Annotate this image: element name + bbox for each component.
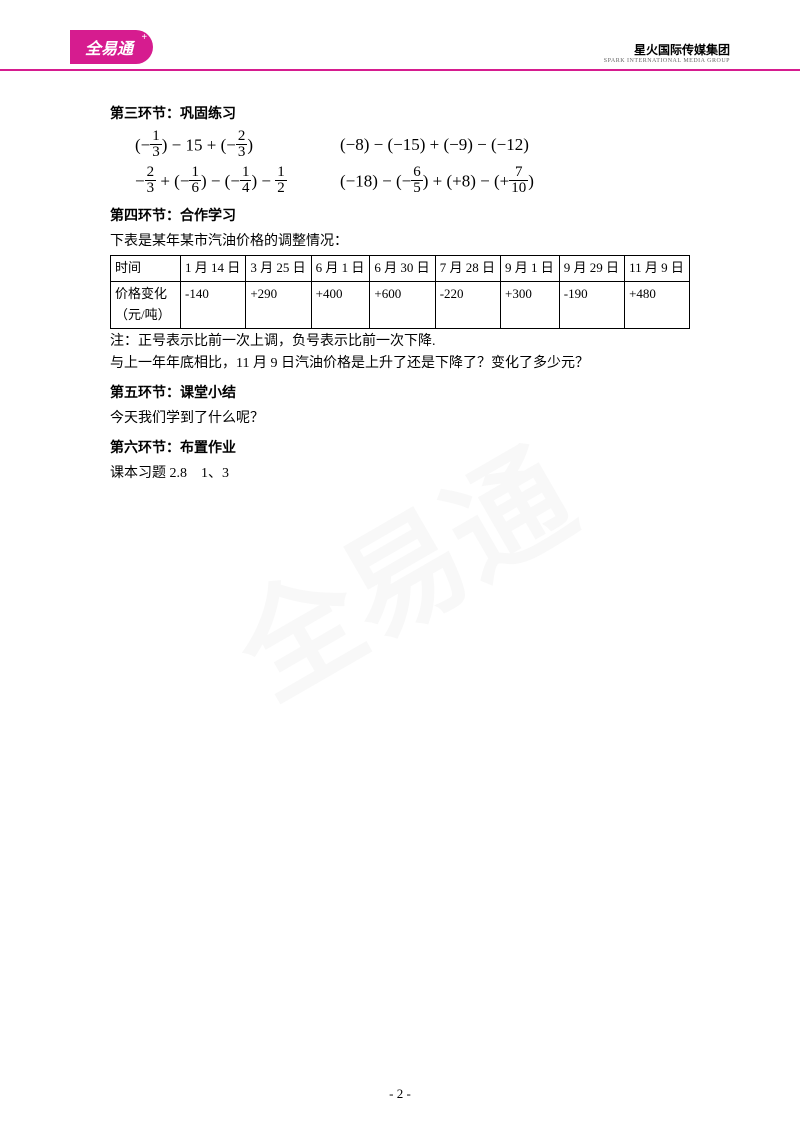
price-table: 时间 1 月 14 日 3 月 25 日 6 月 1 日 6 月 30 日 7 … [110,255,690,328]
page-content: 第三环节：巩固练习 (−13) − 15 + (−23) (−8) − (−15… [0,71,800,485]
value-cell: +480 [625,281,690,328]
date-cell: 6 月 30 日 [370,256,435,282]
table-row-dates: 时间 1 月 14 日 3 月 25 日 6 月 1 日 6 月 30 日 7 … [111,256,690,282]
value-cell: +300 [501,281,560,328]
date-cell: 9 月 1 日 [501,256,560,282]
formula-2: (−8) − (−15) + (−9) − (−12) [340,131,529,162]
company-subtitle: SPARK INTERNATIONAL MEDIA GROUP [604,58,730,64]
date-cell: 3 月 25 日 [246,256,311,282]
row-label-time: 时间 [111,256,181,282]
formula-3: −23 + (−16) − (−14) − 12 [110,167,340,198]
page-number: - 2 - [0,1086,800,1102]
formula-4: (−18) − (−65) + (+8) − (+710) [340,167,534,198]
table-row-values: 价格变化（元/吨） -140 +290 +400 +600 -220 +300 … [111,281,690,328]
company-name: 星火国际传媒集团 [604,41,730,58]
date-cell: 7 月 28 日 [435,256,500,282]
date-cell: 9 月 29 日 [559,256,624,282]
page-header: 全易通 星火国际传媒集团 SPARK INTERNATIONAL MEDIA G… [0,0,800,71]
formula-row-1: (−13) − 15 + (−23) (−8) − (−15) + (−9) −… [110,131,690,162]
value-cell: -140 [181,281,246,328]
value-cell: +600 [370,281,435,328]
section6-title: 第六环节：布置作业 [110,438,690,460]
row-label-price: 价格变化（元/吨） [111,281,181,328]
date-cell: 1 月 14 日 [181,256,246,282]
section4-note: 注：正号表示比前一次上调，负号表示比前一次下降. [110,331,690,353]
section4-title: 第四环节：合作学习 [110,206,690,228]
formula-row-2: −23 + (−16) − (−14) − 12 (−18) − (−65) +… [110,167,690,198]
value-cell: -220 [435,281,500,328]
value-cell: -190 [559,281,624,328]
section5-text: 今天我们学到了什么呢？ [110,408,690,430]
section3-title: 第三环节：巩固练习 [110,104,690,126]
value-cell: +290 [246,281,311,328]
date-cell: 11 月 9 日 [625,256,690,282]
value-cell: +400 [311,281,370,328]
date-cell: 6 月 1 日 [311,256,370,282]
section6-text: 课本习题 2.8 1、3 [110,463,690,485]
formula-1: (−13) − 15 + (−23) [110,131,340,162]
section4-question: 与上一年年底相比，11 月 9 日汽油价格是上升了还是下降了？变化了多少元？ [110,353,690,375]
company-block: 星火国际传媒集团 SPARK INTERNATIONAL MEDIA GROUP [604,41,730,64]
section4-intro: 下表是某年某市汽油价格的调整情况： [110,231,690,253]
logo-badge: 全易通 [70,30,153,64]
section5-title: 第五环节：课堂小结 [110,383,690,405]
